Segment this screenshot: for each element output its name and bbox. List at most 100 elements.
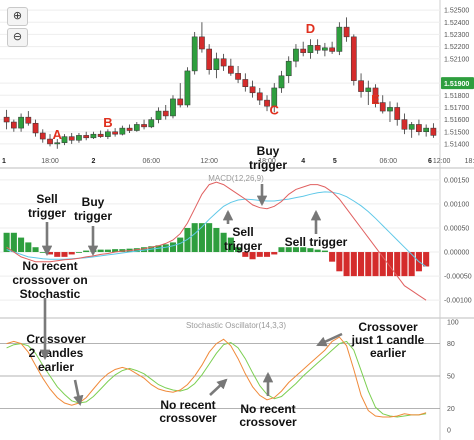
candle-body — [394, 107, 401, 120]
candle-body — [54, 142, 61, 145]
candle-body — [3, 116, 10, 123]
annotation-no-recent-crossover-2-line: crossover — [239, 415, 297, 429]
macd-histogram-bar — [227, 237, 234, 253]
last-price-label: 1.51900 — [444, 81, 469, 88]
macd-histogram-bar — [75, 252, 82, 253]
candle-body — [256, 92, 263, 101]
macd-histogram-bar — [365, 252, 372, 277]
candle-body — [358, 80, 364, 92]
annotation-sell-trigger-3: Sell trigger — [285, 235, 348, 249]
candle-body — [170, 98, 176, 117]
candle-body — [322, 47, 328, 51]
candle-body — [408, 124, 415, 130]
candle-body — [365, 87, 372, 92]
magnifier-plus-icon: ⊕ — [12, 9, 23, 22]
x-tick-label: 18:00 — [41, 158, 59, 165]
macd-histogram-bar — [112, 249, 119, 253]
annotation-sell-trigger-2-line: trigger — [224, 239, 262, 253]
candle-body — [119, 127, 126, 135]
macd-histogram-bar — [350, 252, 357, 277]
macd-histogram-bar — [198, 223, 205, 253]
macd-histogram-bar — [278, 247, 285, 253]
macd-histogram-bar — [256, 252, 263, 257]
macd-histogram-bar — [32, 247, 39, 253]
candle-body — [300, 48, 307, 53]
price-tick-label: 1.51400 — [444, 141, 469, 148]
candle-body — [336, 26, 343, 52]
macd-histogram-bar — [119, 249, 126, 253]
candle-body — [97, 133, 104, 137]
macd-histogram-bar — [61, 252, 68, 257]
candle-body — [184, 70, 191, 106]
macd-histogram-bar — [177, 237, 184, 253]
candle-body — [25, 116, 32, 124]
macd-histogram-bar — [300, 247, 307, 253]
stochastic-tick-label: 20 — [447, 406, 455, 413]
x-tick-label: 12:00 — [200, 158, 218, 165]
macd-histogram-bar — [25, 242, 32, 253]
macd-histogram-bar — [235, 247, 242, 253]
annotation-buy-trigger-1: Buy trigger — [74, 195, 112, 223]
macd-histogram-bar — [285, 247, 292, 253]
annotation-sell-trigger-1-line: trigger — [28, 206, 66, 220]
annotation-crossover-1-candle-line: just 1 candle — [351, 333, 425, 347]
stochastic-tick-label: 0 — [447, 428, 451, 435]
wave-label-d: D — [306, 21, 315, 36]
zoom-out-button[interactable]: ⊖ — [7, 28, 28, 47]
x-tick-label: 4 — [301, 158, 305, 165]
macd-histogram-bar — [386, 252, 394, 277]
arrow-crossover-1-candle — [316, 332, 343, 347]
candle-body — [141, 124, 147, 128]
annotation-crossover-1-candle-line: earlier — [370, 346, 406, 360]
zoom-in-button[interactable]: ⊕ — [7, 7, 28, 26]
stochastic-tick-label: 50 — [447, 374, 455, 381]
macd-tick-label: 0.00150 — [444, 177, 469, 184]
macd-histogram-bar — [292, 247, 299, 253]
macd-histogram-bar — [394, 252, 401, 277]
price-tick-label: 1.52400 — [444, 20, 469, 27]
macd-tick-label: 0.00050 — [444, 225, 469, 232]
macd-histogram-bar — [372, 252, 379, 277]
x-tick-label: 06:00 — [380, 158, 398, 165]
macd-histogram-bar — [271, 252, 278, 255]
macd-histogram-bar — [343, 252, 350, 277]
x-tick-label: 18:00 — [258, 158, 276, 165]
macd-tick-label: -0.00050 — [444, 274, 472, 281]
annotation-crossover-2-candles-line: earlier — [38, 360, 74, 374]
annotation-buy-trigger-1-line: Buy — [82, 195, 105, 209]
wave-label-e: E — [371, 92, 380, 107]
candle-body — [155, 110, 162, 120]
macd-histogram-bar — [206, 223, 213, 253]
candle-body — [76, 135, 82, 141]
candle-body — [227, 65, 234, 74]
annotation-crossover-1-candle-line: Crossover — [358, 320, 418, 334]
annotation-crossover-2-candles: Crossover 2 candles earlier — [26, 332, 86, 374]
candle-body — [206, 48, 213, 70]
macd-histogram-bar — [314, 249, 321, 253]
wave-label-c: C — [270, 103, 280, 118]
candle-body — [249, 86, 256, 94]
candle-body — [350, 36, 357, 81]
candle-body — [83, 135, 90, 139]
macd-histogram-bar — [3, 232, 10, 253]
macd-histogram-bar — [104, 249, 111, 253]
arrow-crossover-2-candles — [73, 379, 84, 407]
macd-pane — [3, 181, 430, 301]
candle-body — [343, 26, 350, 38]
x-tick-label: 6 — [428, 158, 432, 165]
macd-histogram-bar — [133, 248, 140, 253]
macd-histogram-bar — [329, 252, 336, 262]
stochastic-tick-label: 100 — [447, 320, 459, 327]
annotation-no-recent-crossover-stochastic-line: No recent — [22, 259, 77, 273]
candle-body — [39, 132, 46, 140]
price-pane: A B C D E — [3, 17, 437, 149]
stochastic-title: Stochastic Oscillator(14,3,3) — [186, 321, 286, 330]
macd-histogram-bar — [358, 252, 365, 277]
macd-histogram-bar — [162, 244, 169, 253]
x-tick-label: 06:00 — [143, 158, 161, 165]
candle-body — [271, 87, 278, 107]
annotation-sell-trigger-1-line: Sell — [36, 192, 57, 206]
